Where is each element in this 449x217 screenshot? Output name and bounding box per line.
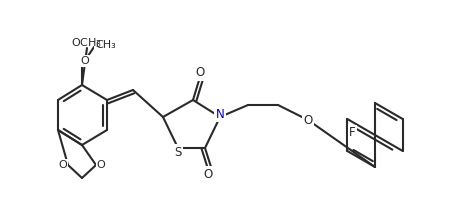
Text: OCH$_3$: OCH$_3$ — [71, 36, 103, 50]
Text: F: F — [349, 127, 356, 140]
Text: O: O — [59, 160, 67, 170]
Text: O: O — [97, 160, 106, 170]
Text: S: S — [174, 146, 182, 158]
Text: O: O — [203, 168, 213, 181]
Text: O: O — [304, 113, 313, 127]
Text: N: N — [216, 107, 224, 120]
Text: CH₃: CH₃ — [95, 40, 116, 50]
Text: O: O — [81, 56, 89, 66]
Text: O: O — [195, 66, 205, 79]
